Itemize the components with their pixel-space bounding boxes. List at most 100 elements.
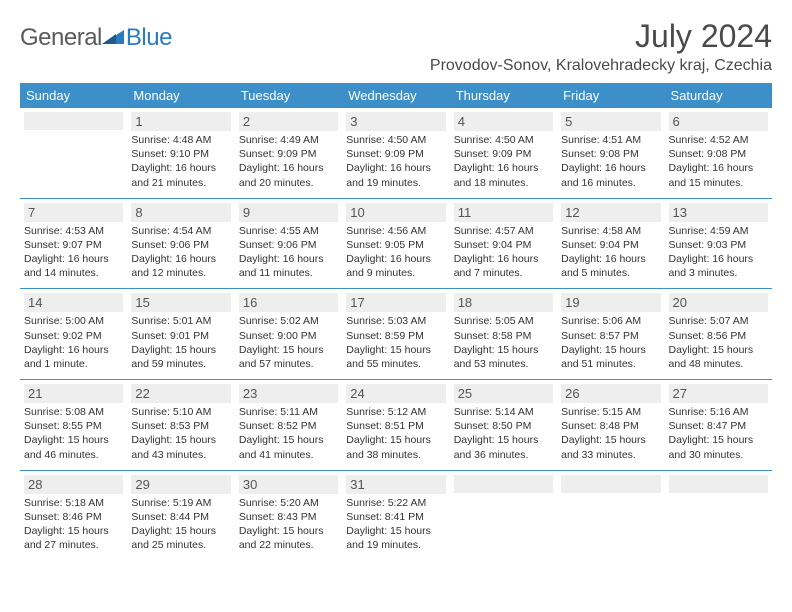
day-number: [26, 112, 121, 116]
sunset-text: Sunset: 9:09 PM: [346, 147, 445, 161]
daylight-text: Daylight: 15 hours and 48 minutes.: [669, 343, 768, 371]
sunset-text: Sunset: 8:58 PM: [454, 329, 553, 343]
day-number: 5: [563, 112, 658, 131]
sunset-text: Sunset: 8:50 PM: [454, 419, 553, 433]
daylight-text: Daylight: 16 hours and 14 minutes.: [24, 252, 123, 280]
calendar-header-row: Sunday Monday Tuesday Wednesday Thursday…: [20, 83, 772, 108]
sunset-text: Sunset: 9:04 PM: [561, 238, 660, 252]
calendar-day-cell: 2Sunrise: 4:49 AMSunset: 9:09 PMDaylight…: [235, 108, 342, 198]
logo-text-blue: Blue: [126, 24, 172, 52]
sunset-text: Sunset: 8:53 PM: [131, 419, 230, 433]
sunset-text: Sunset: 8:59 PM: [346, 329, 445, 343]
day-number: 9: [241, 203, 336, 222]
day-number: 26: [563, 384, 658, 403]
weekday-header: Saturday: [665, 83, 772, 108]
day-number: 25: [456, 384, 551, 403]
day-info: Sunrise: 4:49 AMSunset: 9:09 PMDaylight:…: [239, 131, 338, 190]
day-info: Sunrise: 4:50 AMSunset: 9:09 PMDaylight:…: [346, 131, 445, 190]
day-info: Sunrise: 5:22 AMSunset: 8:41 PMDaylight:…: [346, 494, 445, 553]
daylight-text: Daylight: 16 hours and 16 minutes.: [561, 161, 660, 189]
daylight-text: Daylight: 15 hours and 33 minutes.: [561, 433, 660, 461]
calendar-day-cell: 16Sunrise: 5:02 AMSunset: 9:00 PMDayligh…: [235, 289, 342, 380]
day-number: 16: [241, 293, 336, 312]
day-number: 8: [133, 203, 228, 222]
day-info: Sunrise: 4:58 AMSunset: 9:04 PMDaylight:…: [561, 222, 660, 281]
day-number: 3: [348, 112, 443, 131]
day-info: Sunrise: 4:57 AMSunset: 9:04 PMDaylight:…: [454, 222, 553, 281]
day-info: Sunrise: 4:53 AMSunset: 9:07 PMDaylight:…: [24, 222, 123, 281]
calendar-body: 1Sunrise: 4:48 AMSunset: 9:10 PMDaylight…: [20, 108, 772, 560]
day-number: 10: [348, 203, 443, 222]
daylight-text: Daylight: 16 hours and 11 minutes.: [239, 252, 338, 280]
daylight-text: Daylight: 15 hours and 51 minutes.: [561, 343, 660, 371]
calendar-day-cell: 15Sunrise: 5:01 AMSunset: 9:01 PMDayligh…: [127, 289, 234, 380]
calendar-week-row: 7Sunrise: 4:53 AMSunset: 9:07 PMDaylight…: [20, 198, 772, 289]
sunrise-text: Sunrise: 5:15 AM: [561, 405, 660, 419]
day-number: 4: [456, 112, 551, 131]
day-info: Sunrise: 5:07 AMSunset: 8:56 PMDaylight:…: [669, 312, 768, 371]
day-info: Sunrise: 5:14 AMSunset: 8:50 PMDaylight:…: [454, 403, 553, 462]
daylight-text: Daylight: 15 hours and 30 minutes.: [669, 433, 768, 461]
daylight-text: Daylight: 16 hours and 12 minutes.: [131, 252, 230, 280]
day-info: Sunrise: 5:01 AMSunset: 9:01 PMDaylight:…: [131, 312, 230, 371]
day-info: Sunrise: 5:16 AMSunset: 8:47 PMDaylight:…: [669, 403, 768, 462]
sunset-text: Sunset: 8:47 PM: [669, 419, 768, 433]
sunrise-text: Sunrise: 5:06 AM: [561, 314, 660, 328]
day-number: 19: [563, 293, 658, 312]
sunset-text: Sunset: 8:51 PM: [346, 419, 445, 433]
sunset-text: Sunset: 9:04 PM: [454, 238, 553, 252]
day-info: Sunrise: 4:55 AMSunset: 9:06 PMDaylight:…: [239, 222, 338, 281]
sunrise-text: Sunrise: 5:02 AM: [239, 314, 338, 328]
daylight-text: Daylight: 15 hours and 59 minutes.: [131, 343, 230, 371]
weekday-header: Sunday: [20, 83, 127, 108]
sunset-text: Sunset: 9:07 PM: [24, 238, 123, 252]
sunset-text: Sunset: 8:43 PM: [239, 510, 338, 524]
sunset-text: Sunset: 8:56 PM: [669, 329, 768, 343]
day-info: Sunrise: 5:18 AMSunset: 8:46 PMDaylight:…: [24, 494, 123, 553]
calendar-week-row: 28Sunrise: 5:18 AMSunset: 8:46 PMDayligh…: [20, 470, 772, 560]
title-block: July 2024 Provodov-Sonov, Kralovehradeck…: [430, 18, 772, 75]
sunrise-text: Sunrise: 5:05 AM: [454, 314, 553, 328]
calendar-day-cell: 23Sunrise: 5:11 AMSunset: 8:52 PMDayligh…: [235, 380, 342, 471]
day-number: 23: [241, 384, 336, 403]
day-info: Sunrise: 4:51 AMSunset: 9:08 PMDaylight:…: [561, 131, 660, 190]
day-number: 17: [348, 293, 443, 312]
daylight-text: Daylight: 15 hours and 36 minutes.: [454, 433, 553, 461]
sunrise-text: Sunrise: 4:57 AM: [454, 224, 553, 238]
weekday-header: Thursday: [450, 83, 557, 108]
daylight-text: Daylight: 16 hours and 7 minutes.: [454, 252, 553, 280]
daylight-text: Daylight: 15 hours and 55 minutes.: [346, 343, 445, 371]
day-number: 14: [26, 293, 121, 312]
calendar-day-cell: 26Sunrise: 5:15 AMSunset: 8:48 PMDayligh…: [557, 380, 664, 471]
sunrise-text: Sunrise: 5:18 AM: [24, 496, 123, 510]
daylight-text: Daylight: 15 hours and 41 minutes.: [239, 433, 338, 461]
sunrise-text: Sunrise: 4:50 AM: [454, 133, 553, 147]
day-number: 21: [26, 384, 121, 403]
sunset-text: Sunset: 9:08 PM: [669, 147, 768, 161]
sunrise-text: Sunrise: 5:01 AM: [131, 314, 230, 328]
calendar-day-cell: 4Sunrise: 4:50 AMSunset: 9:09 PMDaylight…: [450, 108, 557, 198]
calendar-day-cell: 25Sunrise: 5:14 AMSunset: 8:50 PMDayligh…: [450, 380, 557, 471]
sunset-text: Sunset: 9:06 PM: [131, 238, 230, 252]
sunrise-text: Sunrise: 5:07 AM: [669, 314, 768, 328]
calendar-day-cell: 22Sunrise: 5:10 AMSunset: 8:53 PMDayligh…: [127, 380, 234, 471]
sunrise-text: Sunrise: 4:55 AM: [239, 224, 338, 238]
weekday-header: Wednesday: [342, 83, 449, 108]
day-info: Sunrise: 5:11 AMSunset: 8:52 PMDaylight:…: [239, 403, 338, 462]
calendar-day-cell: 28Sunrise: 5:18 AMSunset: 8:46 PMDayligh…: [20, 470, 127, 560]
daylight-text: Daylight: 16 hours and 3 minutes.: [669, 252, 768, 280]
calendar-day-cell: 19Sunrise: 5:06 AMSunset: 8:57 PMDayligh…: [557, 289, 664, 380]
sunset-text: Sunset: 9:01 PM: [131, 329, 230, 343]
logo-text-general: General: [20, 24, 102, 52]
sunrise-text: Sunrise: 5:16 AM: [669, 405, 768, 419]
calendar-day-cell: 20Sunrise: 5:07 AMSunset: 8:56 PMDayligh…: [665, 289, 772, 380]
day-number: 29: [133, 475, 228, 494]
calendar-day-cell: 11Sunrise: 4:57 AMSunset: 9:04 PMDayligh…: [450, 198, 557, 289]
sunset-text: Sunset: 9:09 PM: [239, 147, 338, 161]
day-number: [671, 475, 766, 479]
sunrise-text: Sunrise: 4:49 AM: [239, 133, 338, 147]
calendar-day-cell: 13Sunrise: 4:59 AMSunset: 9:03 PMDayligh…: [665, 198, 772, 289]
calendar-day-cell: 18Sunrise: 5:05 AMSunset: 8:58 PMDayligh…: [450, 289, 557, 380]
calendar-day-cell: 9Sunrise: 4:55 AMSunset: 9:06 PMDaylight…: [235, 198, 342, 289]
sunrise-text: Sunrise: 4:58 AM: [561, 224, 660, 238]
